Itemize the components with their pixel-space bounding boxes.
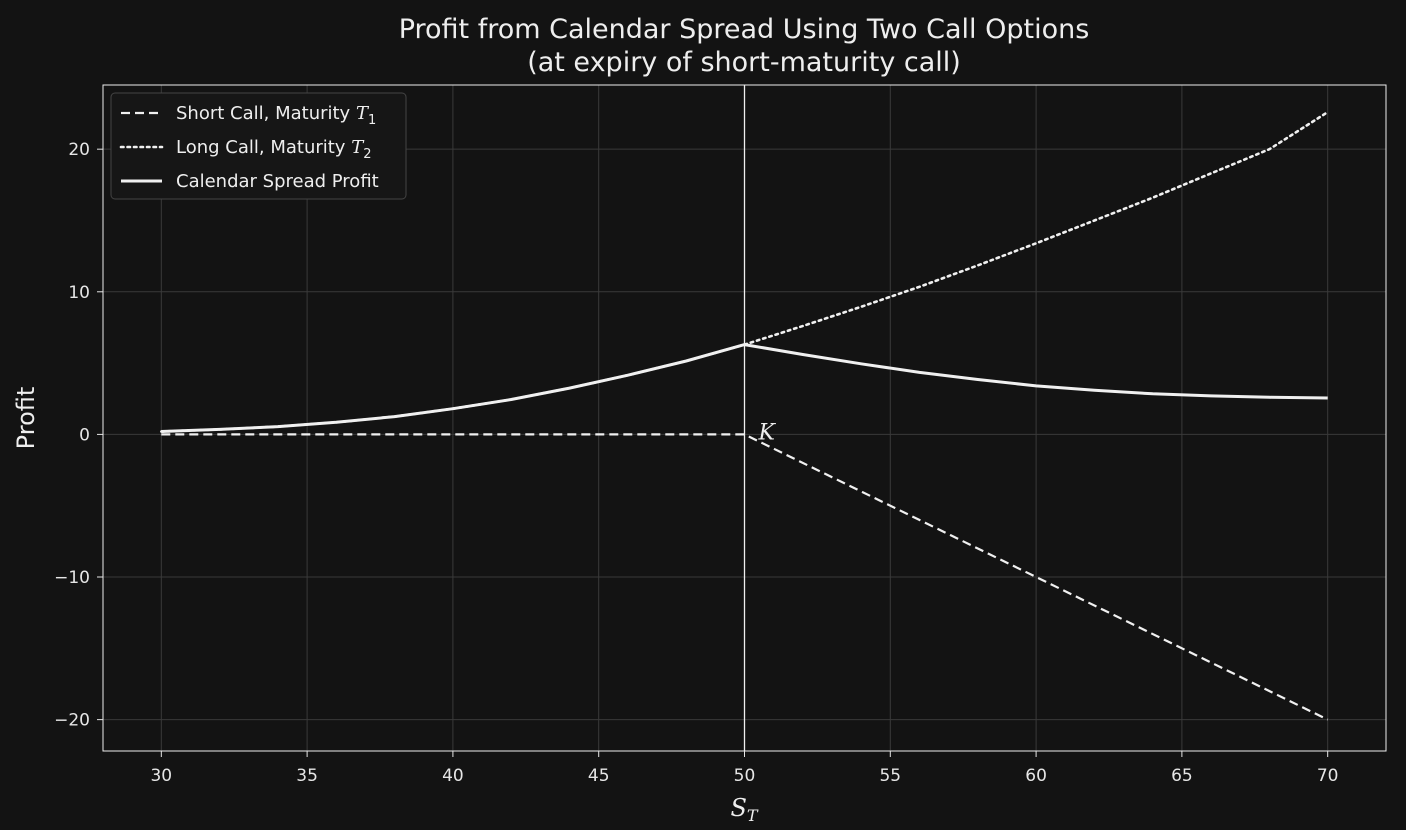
- legend: Short Call, Maturity T1 Long Call, Maturi…: [110, 92, 407, 200]
- chart-title: Profit from Calendar Spread Using Two Ca…: [399, 14, 1090, 45]
- series-line-solid: [161, 343, 1328, 433]
- strike-line-group: K: [743, 85, 777, 751]
- legend-box: [110, 92, 407, 200]
- series-line-dashed: [161, 433, 1329, 721]
- y-tick-label: 20: [68, 140, 90, 160]
- x-tick-label: 55: [879, 766, 901, 786]
- chart-subtitle: (at expiry of short-maturity call): [527, 47, 961, 78]
- x-axis-label: ST: [730, 794, 758, 825]
- x-tick-label: 40: [442, 766, 464, 786]
- x-tick-label: 35: [296, 766, 318, 786]
- x-axis-label-main: S: [730, 794, 746, 822]
- strike-label: K: [758, 420, 777, 445]
- legend-label: Calendar Spread Profit: [176, 171, 379, 192]
- x-axis-label-sub: T: [747, 806, 759, 825]
- y-tick-label: −10: [54, 568, 90, 588]
- x-tick-label: 65: [1171, 766, 1193, 786]
- y-tick-label: −20: [54, 711, 90, 731]
- x-tick-label: 50: [734, 766, 756, 786]
- y-tick-label: 10: [68, 283, 90, 303]
- x-tick-label: 30: [150, 766, 172, 786]
- legend-entries: Short Call, Maturity T1 Long Call, Maturi…: [119, 103, 379, 192]
- series-group: [160, 110, 1329, 721]
- x-tick-label: 70: [1317, 766, 1339, 786]
- y-axis-label: Profit: [12, 387, 40, 450]
- x-tick-label: 45: [588, 766, 610, 786]
- axis-ticks: 30 35 40 45 50 55 60 65 70 −20 −10 0 10 20: [54, 140, 1338, 786]
- x-tick-label: 60: [1025, 766, 1047, 786]
- legend-label: Long Call, Maturity T2: [176, 137, 371, 162]
- y-tick-label: 0: [79, 425, 90, 445]
- legend-label: Short Call, Maturity T1: [176, 103, 376, 128]
